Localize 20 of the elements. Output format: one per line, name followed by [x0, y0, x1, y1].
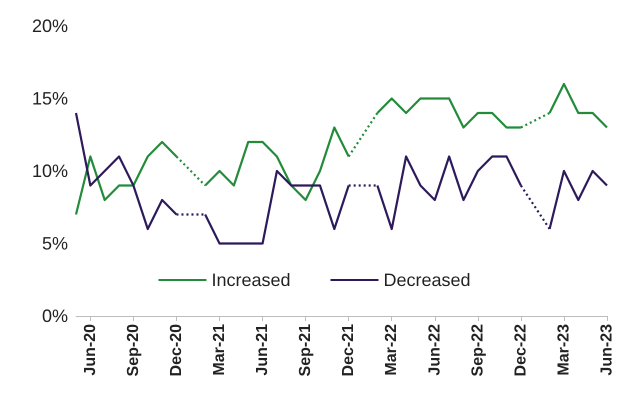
y-tick-label: 0% — [42, 306, 68, 326]
x-tick-label: Jun-21 — [254, 324, 272, 376]
x-tick-label: Sep-21 — [297, 324, 314, 376]
x-tick-label: Mar-23 — [555, 324, 572, 376]
y-tick-label: 10% — [32, 161, 68, 181]
x-tick-label: Sep-20 — [124, 324, 142, 376]
legend-label: Increased — [211, 270, 291, 290]
y-tick-label: 20% — [32, 16, 68, 36]
y-tick-label: 15% — [32, 88, 68, 108]
x-tick-label: Dec-20 — [168, 324, 185, 376]
x-tick-label: Jun-22 — [426, 324, 444, 376]
x-tick-label: Mar-22 — [383, 324, 400, 376]
x-tick-label: Jun-20 — [82, 324, 99, 376]
x-tick-label: Jun-23 — [598, 324, 616, 376]
legend-label: Decreased — [384, 270, 471, 290]
y-tick-label: 5% — [42, 234, 68, 254]
x-tick-label: Mar-21 — [211, 324, 228, 376]
x-tick-label: Dec-22 — [512, 324, 530, 376]
x-tick-label: Sep-22 — [469, 324, 486, 376]
x-tick-label: Dec-21 — [340, 324, 358, 376]
